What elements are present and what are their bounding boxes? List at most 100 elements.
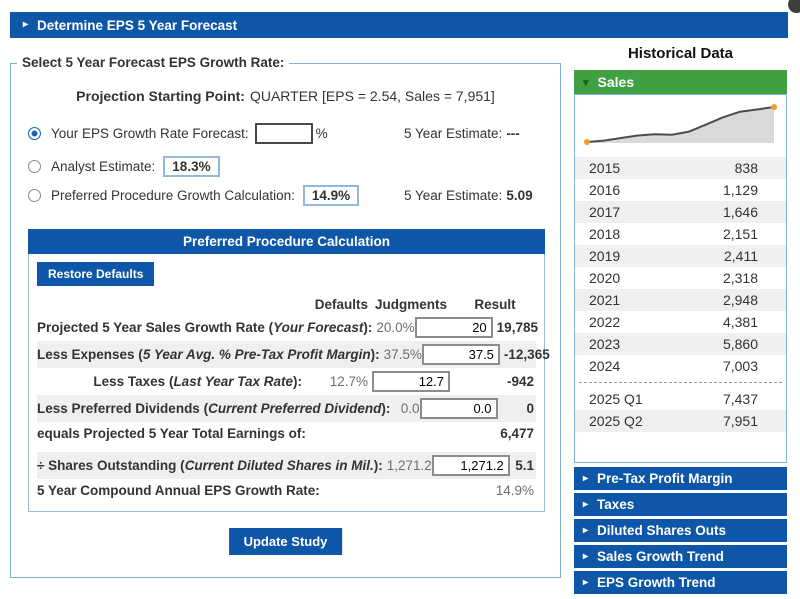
column-defaults: Defaults (314, 296, 368, 312)
row-label: 5 Year Compound Annual EPS Growth Rate: (37, 482, 320, 498)
section-header-determine-eps[interactable]: ▸ Determine EPS 5 Year Forecast (10, 12, 788, 38)
restore-defaults-button[interactable]: Restore Defaults (37, 262, 155, 286)
table-row: 2025 Q2 7,951 (575, 410, 786, 432)
accordion-label: Pre-Tax Profit Margin (597, 471, 733, 486)
sales-accordion-header[interactable]: ▾ Sales (574, 70, 787, 94)
option-label: Preferred Procedure Growth Calculation: (51, 187, 295, 203)
radio-preferred-procedure[interactable] (28, 188, 41, 202)
accordion-sales-growth-trend[interactable]: ▸ Sales Growth Trend (574, 545, 787, 568)
table-row: 2018 2,151 (589, 226, 758, 242)
estimate-label: 5 Year Estimate: (404, 187, 503, 203)
table-row: ÷ Shares Outstanding (Current Diluted Sh… (37, 452, 536, 479)
section-title: Determine EPS 5 Year Forecast (37, 17, 238, 33)
result-value: 14.9% (495, 482, 534, 498)
panel-title: Preferred Procedure Calculation (28, 229, 545, 254)
result-value: -12,365 (503, 347, 550, 362)
accordion-diluted-shares-outs[interactable]: ▸ Diluted Shares Outs (574, 519, 787, 542)
sales-chart (582, 102, 779, 153)
row-label: ÷ Shares Outstanding (Current Diluted Sh… (37, 458, 383, 473)
accordion-label: Taxes (597, 497, 635, 512)
accordion-label: Sales Growth Trend (597, 549, 724, 564)
percent-suffix: % (315, 125, 328, 141)
accordion-label: EPS Growth Trend (597, 575, 716, 590)
caret-right-icon: ▸ (23, 19, 29, 30)
option-row-preferred: Preferred Procedure Growth Calculation: … (28, 183, 548, 207)
column-result: Result (474, 296, 516, 312)
caret-right-icon: ▸ (583, 524, 589, 536)
row-label: Less Expenses (5 Year Avg. % Pre-Tax Pro… (37, 347, 380, 362)
table-row: 2022 4,381 (589, 314, 758, 330)
caret-down-icon: ▾ (583, 76, 589, 89)
option-row-analyst: Analyst Estimate: 18.3% (28, 154, 548, 178)
table-row: 2019 2,411 (575, 245, 786, 267)
table-row: equals Projected 5 Year Total Earnings o… (37, 422, 536, 444)
table-row: 2023 5,860 (575, 333, 786, 355)
sales-sparkline (584, 104, 777, 145)
preferred-procedure-value: 14.9% (302, 184, 360, 206)
result-value: 5.1 (515, 458, 534, 473)
corner-circle-icon (788, 0, 800, 13)
default-value: 12.7% (329, 374, 368, 389)
default-value: 0.0 (400, 401, 420, 416)
option-label: Analyst Estimate: (51, 158, 156, 174)
default-value: 37.5% (383, 347, 422, 362)
estimate-label: 5 Year Estimate: (404, 125, 503, 141)
row-label: Projected 5 Year Sales Growth Rate (Your… (37, 320, 373, 335)
table-row: Less Expenses (5 Year Avg. % Pre-Tax Pro… (37, 341, 550, 368)
sales-table: 2015 838 2016 1,129 2017 1,646 2018 2,151 20… (575, 157, 786, 432)
update-study-button[interactable]: Update Study (228, 528, 343, 555)
table-row: 2015 838 (575, 157, 786, 179)
judgment-input-sales-growth[interactable] (414, 317, 493, 338)
table-row: 2021 2,948 (575, 289, 786, 311)
preferred-procedure-panel: Preferred Procedure Calculation Restore … (28, 229, 550, 512)
table-row: 2017 1,646 (575, 201, 786, 223)
table-header: Defaults Judgments Result (37, 294, 536, 314)
radio-your-forecast[interactable] (28, 126, 41, 140)
table-row: 5 Year Compound Annual EPS Growth Rate: … (37, 479, 536, 501)
five-year-estimate: 5 Year Estimate: --- (404, 126, 520, 141)
row-label: Less Taxes (Last Year Tax Rate): (93, 374, 302, 389)
estimate-value: 5.09 (506, 187, 533, 203)
sales-header-label: Sales (597, 74, 635, 90)
result-value: 6,477 (500, 425, 534, 441)
caret-right-icon: ▸ (583, 576, 589, 588)
radio-analyst-estimate[interactable] (28, 159, 41, 173)
judgment-input-shares-outstanding[interactable] (431, 455, 510, 476)
row-label: Less Preferred Dividends (Current Prefer… (37, 401, 391, 416)
accordion-label: Diluted Shares Outs (597, 523, 727, 538)
result-value: 19,785 (496, 320, 538, 335)
divider (579, 382, 782, 383)
panel-body: Restore Defaults Defaults Judgments Resu… (28, 254, 550, 512)
sales-panel: 2015 838 2016 1,129 2017 1,646 2018 2,151 20… (574, 94, 787, 463)
fieldset-legend: Select 5 Year Forecast EPS Growth Rate: (17, 55, 290, 70)
default-value: 20.0% (376, 320, 415, 335)
analyst-estimate-value: 18.3% (163, 155, 220, 177)
five-year-estimate: 5 Year Estimate: 5.09 (404, 188, 533, 203)
accordion-pre-tax-profit-margin[interactable]: ▸ Pre-Tax Profit Margin (574, 467, 787, 490)
caret-right-icon: ▸ (583, 550, 589, 562)
judgment-input-preferred-dividends[interactable] (419, 398, 498, 419)
eps-growth-rate-input[interactable] (254, 122, 313, 144)
caret-right-icon: ▸ (583, 472, 589, 484)
historical-data-title: Historical Data (627, 45, 734, 62)
projection-label: Projection Starting Point: (76, 88, 245, 104)
judgment-input-expenses[interactable] (421, 344, 500, 365)
table-row: 2016 1,129 (589, 182, 758, 198)
table-row: Projected 5 Year Sales Growth Rate (Your… (37, 314, 538, 341)
option-label: Your EPS Growth Rate Forecast: (51, 125, 249, 141)
forecast-fieldset: Select 5 Year Forecast EPS Growth Rate: … (10, 55, 561, 578)
column-judgments: Judgments (374, 296, 447, 312)
judgment-input-taxes[interactable] (372, 371, 450, 392)
accordion-taxes[interactable]: ▸ Taxes (574, 493, 787, 516)
table-row: Less Preferred Dividends (Current Prefer… (37, 395, 536, 422)
projection-starting-point: Projection Starting Point: QUARTER [EPS =… (11, 88, 560, 104)
result-value: 0 (526, 401, 534, 416)
option-row-your-forecast: Your EPS Growth Rate Forecast: % 5 Year … (28, 121, 548, 145)
estimate-value: --- (506, 125, 520, 141)
table-row: 2020 2,318 (589, 270, 758, 286)
table-row: 2024 7,003 (589, 358, 758, 374)
accordion-eps-growth-trend[interactable]: ▸ EPS Growth Trend (574, 571, 787, 594)
projection-value: QUARTER [EPS = 2.54, Sales = 7,951] (249, 88, 495, 104)
row-label: equals Projected 5 Year Total Earnings o… (37, 425, 306, 441)
